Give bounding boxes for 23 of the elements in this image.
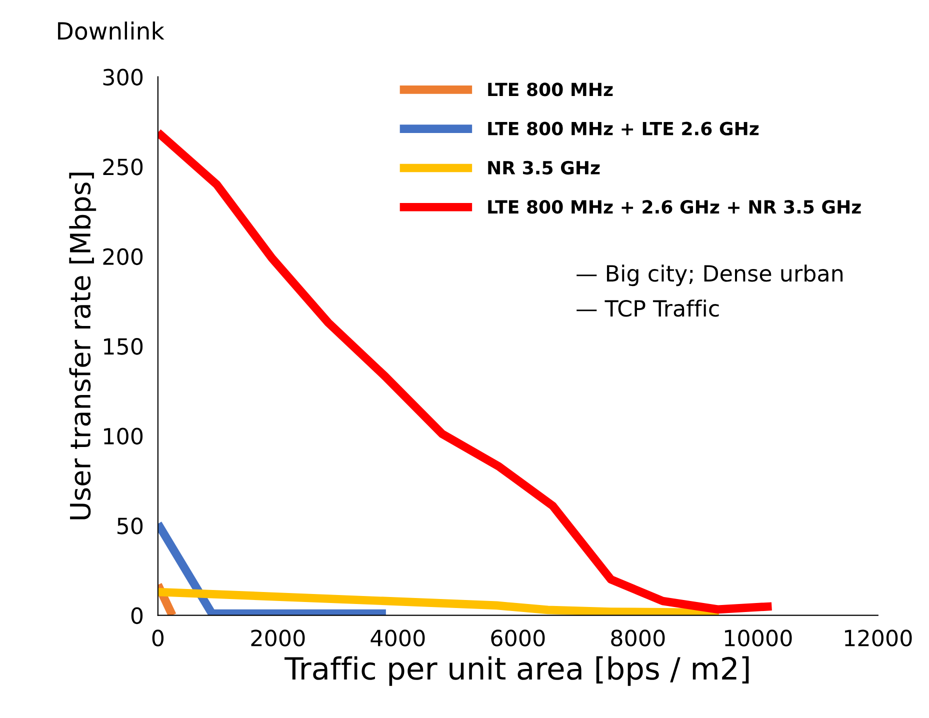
annotation: — Big city; Dense urban [576,264,843,286]
x-tick-label: 4000 [370,630,425,646]
y-tick-label: 250 [103,158,143,176]
y-tick-label: 0 [131,607,143,624]
annotation: — TCP Traffic [576,300,719,317]
legend-label: LTE 800 MHz [488,82,613,96]
legend-label: LTE 800 MHz + LTE 2.6 GHz [488,122,759,136]
y-tick-label: 300 [103,68,143,86]
y-tick-label: 200 [103,248,143,266]
x-tick-label: 10000 [725,630,792,646]
x-tick-label: 2000 [251,630,305,646]
y-axis-title: User transfer rate [Mbps] [69,172,96,520]
y-tick-label: 100 [104,428,143,445]
x-tick-label: 8000 [611,630,665,646]
y-tick-label: 50 [117,518,143,534]
chart-title: Downlink [58,22,164,40]
legend-label: NR 3.5 GHz [488,160,600,175]
x-axis-title: Traffic per unit area [bps / m2] [284,656,749,686]
x-tick-label: 0 [152,630,164,646]
x-tick-label: 6000 [491,630,545,646]
x-tick-label: 12000 [845,630,912,646]
legend-label: LTE 800 MHz + 2.6 GHz + NR 3.5 GHz [488,200,861,214]
y-tick-label: 150 [104,338,143,355]
